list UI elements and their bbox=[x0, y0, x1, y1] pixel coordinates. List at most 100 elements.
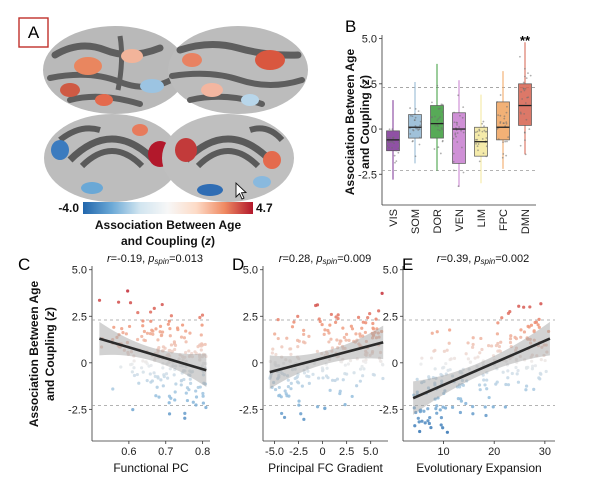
panel-e-point bbox=[427, 421, 431, 426]
panel-b-label: B bbox=[345, 17, 356, 36]
panel-b-point bbox=[524, 153, 527, 156]
panel-b-point bbox=[455, 135, 457, 138]
panel-a: A bbox=[18, 17, 308, 248]
panel-e-point bbox=[478, 388, 482, 392]
panel-d-point bbox=[271, 347, 275, 351]
panel-d-point bbox=[293, 367, 297, 371]
panel-e-point bbox=[483, 383, 487, 387]
panel-b-point bbox=[418, 128, 421, 131]
panel-c-point bbox=[180, 355, 185, 359]
panel-b-point bbox=[409, 114, 412, 117]
panel-b-point bbox=[437, 117, 440, 120]
panel-c-point bbox=[169, 396, 173, 400]
panel-c-point bbox=[144, 360, 148, 364]
panel-d-point bbox=[364, 321, 368, 325]
panel-b-point bbox=[391, 128, 394, 131]
panel-e-point bbox=[442, 391, 446, 396]
panel-c-point bbox=[141, 370, 145, 374]
panel-d-point bbox=[274, 363, 278, 368]
panel-d-point bbox=[320, 322, 324, 327]
panel-b-point bbox=[477, 149, 479, 152]
panel-e-point bbox=[543, 358, 547, 363]
panel-d-point bbox=[303, 341, 307, 345]
panel-d-point bbox=[336, 346, 340, 350]
panel-b-box-ven bbox=[452, 112, 466, 164]
panel-d-point bbox=[377, 335, 381, 339]
panel-c-point bbox=[145, 378, 149, 383]
panel-e-point bbox=[471, 412, 475, 416]
panel-e-point bbox=[539, 358, 543, 362]
panel-e-xlabel: Evolutionary Expansion bbox=[416, 461, 541, 475]
panel-b-point bbox=[519, 111, 522, 114]
panel-b-point bbox=[395, 160, 398, 163]
panel-b-point bbox=[497, 138, 500, 141]
panel-d-point bbox=[297, 399, 301, 403]
panel-c-ytick-label: 2.5 bbox=[72, 311, 87, 323]
panel-e-point bbox=[505, 363, 510, 367]
panel-b-point bbox=[519, 144, 522, 147]
panel-d-point bbox=[296, 314, 300, 318]
panel-d-point bbox=[307, 375, 311, 379]
panel-d-point bbox=[286, 385, 290, 389]
panel-b-point bbox=[524, 102, 527, 104]
panel-e-point bbox=[495, 332, 500, 336]
panel-b-point bbox=[505, 111, 508, 114]
panel-d-point bbox=[330, 346, 335, 350]
panel-d-point bbox=[341, 357, 345, 362]
panel-e-point bbox=[473, 356, 477, 360]
panel-e-point bbox=[433, 397, 437, 401]
panel-e-point bbox=[419, 408, 423, 412]
panel-c-point bbox=[168, 326, 172, 331]
panel-d-point bbox=[315, 405, 320, 409]
panel-d-point bbox=[296, 372, 300, 376]
panel-b-point bbox=[497, 114, 500, 117]
panel-e-point bbox=[471, 342, 475, 347]
panel-d-point bbox=[276, 318, 280, 322]
panel-e-point bbox=[445, 430, 449, 434]
panel-d-point bbox=[343, 363, 347, 367]
panel-b-point bbox=[522, 81, 525, 84]
panel-b-point bbox=[430, 116, 433, 119]
panel-e-point bbox=[515, 372, 519, 376]
panel-d-point bbox=[346, 362, 351, 366]
panel-c-point bbox=[190, 355, 195, 359]
panel-c-point bbox=[161, 362, 165, 366]
panel-b-point bbox=[506, 140, 508, 143]
panel-b-point bbox=[390, 140, 393, 143]
panel-b-point bbox=[525, 118, 528, 121]
panel-c-point bbox=[151, 332, 155, 336]
panel-c-point bbox=[183, 416, 187, 420]
panel-e-point bbox=[532, 329, 536, 333]
panel-c-point bbox=[126, 352, 130, 356]
panel-b-point bbox=[475, 138, 477, 141]
panel-c-point bbox=[188, 331, 192, 335]
panel-d-point bbox=[285, 336, 289, 340]
panel-c-point bbox=[168, 334, 172, 338]
panel-c-point bbox=[124, 332, 128, 336]
panel-c-point bbox=[160, 330, 165, 334]
panel-b-point bbox=[414, 116, 417, 119]
panel-c-point bbox=[173, 367, 177, 372]
panel-d-point bbox=[280, 345, 284, 349]
panel-e-point bbox=[495, 380, 499, 384]
panel-e-point bbox=[531, 364, 535, 368]
panel-b-point bbox=[419, 124, 422, 127]
panel-e-point bbox=[422, 379, 426, 384]
panel-b-point bbox=[505, 154, 508, 157]
panel-d-stat: r=0.28, pspin=0.009 bbox=[279, 253, 371, 266]
panel-d-point bbox=[285, 374, 290, 378]
panel-d-point bbox=[358, 367, 363, 371]
panel-e-point bbox=[475, 364, 479, 368]
panel-d-point bbox=[277, 385, 281, 390]
panel-c-point bbox=[194, 351, 198, 356]
panel-d-point bbox=[326, 328, 330, 333]
panel-c-point bbox=[159, 378, 163, 382]
panel-e-xtick-label: 30 bbox=[539, 446, 551, 458]
panel-b-point bbox=[386, 144, 389, 147]
panel-e-point bbox=[485, 387, 489, 391]
panel-e-point bbox=[428, 416, 432, 420]
panel-e-point bbox=[529, 355, 533, 359]
panel-b-point bbox=[502, 122, 505, 125]
panel-d-point bbox=[328, 357, 332, 361]
panel-d: D r=0.28, pspin=0.009 5.0 2.5 0 -2.5 -5.0 -2.5… bbox=[232, 253, 388, 475]
